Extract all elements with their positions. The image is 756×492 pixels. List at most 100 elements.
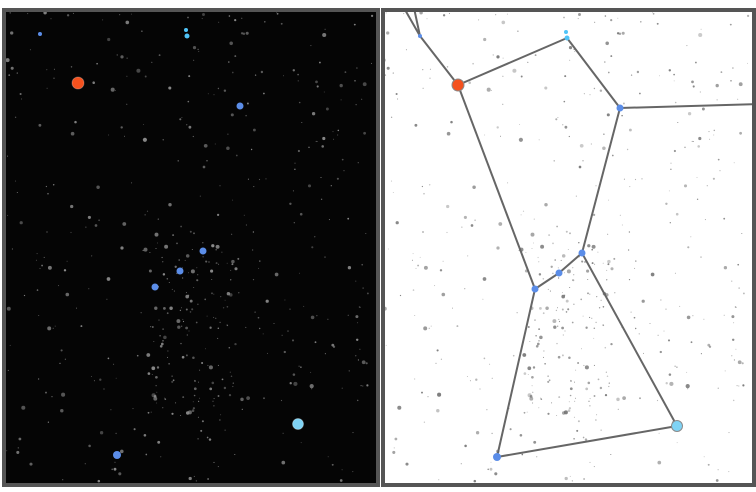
faint-star	[66, 260, 68, 262]
faint-star	[635, 327, 637, 330]
faint-star	[539, 335, 543, 340]
belt-star-1	[531, 285, 539, 293]
faint-star	[241, 408, 243, 410]
faint-star	[507, 182, 509, 184]
faint-star	[673, 80, 675, 82]
faint-star	[157, 440, 161, 444]
faint-star	[172, 234, 175, 237]
faint-star	[659, 75, 660, 77]
faint-star	[674, 101, 677, 104]
faint-star	[564, 476, 568, 481]
faint-star	[245, 31, 249, 35]
faint-star	[167, 350, 169, 352]
faint-star	[506, 13, 508, 15]
faint-star	[544, 202, 548, 207]
faint-star	[716, 99, 718, 101]
faint-star	[535, 344, 539, 348]
faint-star	[187, 410, 192, 415]
faint-star	[564, 125, 568, 129]
faint-star	[532, 366, 536, 369]
faint-star	[164, 398, 167, 400]
faint-star	[254, 74, 257, 76]
faint-star	[151, 326, 154, 328]
faint-star	[298, 101, 301, 104]
faint-star	[340, 99, 342, 101]
faint-star	[685, 384, 690, 389]
belt-star-3	[578, 249, 586, 257]
faint-star	[200, 429, 203, 432]
faint-star	[435, 362, 437, 364]
faint-star	[730, 80, 732, 82]
faint-star	[547, 288, 549, 290]
faint-star	[422, 87, 424, 89]
faint-star	[676, 366, 678, 368]
faint-star	[596, 295, 598, 298]
faint-star	[746, 14, 750, 18]
faint-star	[602, 262, 604, 264]
faint-star	[413, 378, 416, 380]
faint-star	[232, 199, 234, 201]
faint-star	[92, 81, 95, 84]
faint-star	[567, 409, 571, 413]
faint-star	[166, 312, 169, 315]
faint-star	[99, 431, 104, 435]
faint-star	[527, 326, 530, 328]
faint-star	[538, 139, 540, 141]
faint-star	[568, 46, 573, 50]
faint-star	[54, 325, 56, 327]
faint-star	[9, 344, 11, 346]
faint-star	[299, 212, 303, 216]
faint-star	[85, 226, 87, 228]
faint-star	[593, 87, 596, 90]
faint-star	[502, 75, 504, 77]
faint-star	[219, 321, 221, 324]
faint-star	[110, 87, 115, 92]
faint-star	[569, 232, 571, 235]
faint-star	[694, 61, 697, 64]
faint-star	[731, 315, 735, 319]
faint-star	[415, 267, 417, 269]
faint-star	[45, 185, 48, 188]
faint-star	[569, 287, 571, 288]
faint-star	[569, 59, 571, 61]
faint-star	[442, 14, 446, 17]
faint-star	[562, 334, 564, 336]
faint-star	[719, 170, 721, 172]
faint-star	[715, 479, 719, 482]
faint-star	[9, 12, 11, 14]
faint-star	[583, 93, 585, 95]
faint-star	[198, 50, 200, 53]
faint-star	[311, 246, 314, 249]
faint-star	[589, 461, 591, 463]
faint-star	[713, 129, 716, 132]
faint-star	[162, 328, 165, 330]
faint-star	[495, 14, 497, 16]
faint-star	[540, 397, 542, 399]
faint-star	[234, 267, 238, 271]
faint-star	[731, 280, 733, 282]
faint-star	[623, 178, 625, 180]
faint-star	[84, 463, 86, 465]
faint-star	[607, 259, 611, 264]
faint-star	[191, 409, 195, 413]
faint-star	[265, 178, 267, 180]
faint-star	[618, 32, 622, 36]
faint-star	[670, 168, 672, 170]
faint-star	[608, 199, 610, 201]
faint-star	[584, 365, 589, 370]
faint-star	[573, 416, 575, 418]
faint-star	[252, 231, 255, 233]
faint-star	[553, 325, 557, 329]
faint-star	[628, 128, 632, 132]
faint-star	[43, 12, 47, 15]
faint-star	[171, 288, 173, 290]
faint-star	[174, 265, 177, 268]
faint-star	[599, 386, 603, 390]
faint-star	[591, 262, 594, 265]
faint-star	[557, 325, 559, 327]
constellation-line	[619, 103, 752, 109]
faint-star	[91, 255, 93, 257]
faint-star	[397, 98, 399, 100]
faint-star	[36, 253, 38, 255]
faint-star	[573, 303, 575, 305]
